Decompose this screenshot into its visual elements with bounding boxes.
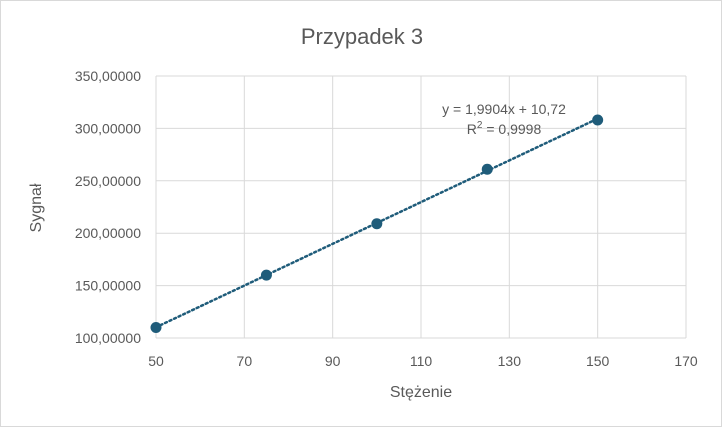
r-squared-label: R2 = 0,9998: [467, 120, 542, 137]
y-tick-label: 200,00000: [75, 225, 141, 241]
x-tick-label: 110: [410, 353, 433, 369]
data-point: [150, 322, 162, 334]
data-point: [592, 114, 604, 126]
r-squared-superscript: 2: [477, 120, 483, 131]
x-tick-label: 70: [237, 353, 253, 369]
x-tick-label: 170: [674, 353, 698, 369]
y-tick-label: 300,00000: [75, 120, 141, 136]
x-tick-label: 150: [586, 353, 610, 369]
x-tick-labels: 50 70 90 110 130 150 170: [148, 353, 698, 369]
x-tick-label: 130: [498, 353, 522, 369]
y-tick-label: 250,00000: [75, 173, 141, 189]
data-points: [150, 114, 604, 334]
y-tick-label: 350,00000: [75, 68, 141, 84]
x-tick-label: 90: [325, 353, 341, 369]
y-tick-label: 100,00000: [75, 330, 141, 346]
gridlines: [155, 75, 687, 339]
data-point: [371, 218, 383, 230]
y-tick-label: 150,00000: [75, 278, 141, 294]
data-point: [260, 269, 272, 281]
trendline-equation: y = 1,9904x + 10,72: [442, 101, 566, 117]
r-squared-prefix: R: [467, 121, 477, 137]
chart-title: Przypadek 3: [301, 24, 423, 49]
y-tick-labels: 100,00000 150,00000 200,00000 250,00000 300,…: [75, 68, 141, 346]
r-squared-value: = 0,9998: [482, 121, 541, 137]
data-point: [481, 163, 493, 175]
x-axis-label: Stężenie: [390, 384, 452, 401]
x-tick-label: 50: [148, 353, 164, 369]
y-axis-label: Sygnał: [28, 183, 45, 232]
